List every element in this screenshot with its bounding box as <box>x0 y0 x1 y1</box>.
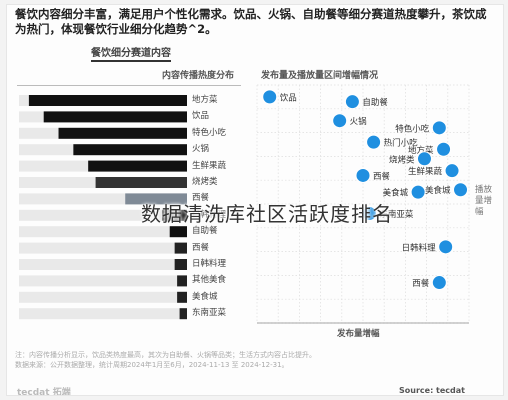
source-credit: Source: tecdat analysis <box>399 386 465 395</box>
scatter-point-label: 美食城 <box>383 188 409 199</box>
title-divider <box>17 85 241 86</box>
bar-category-label: 西餐 <box>192 242 210 253</box>
bar-category-label: 地方菜 <box>192 95 218 105</box>
bar-category-label: 西餐 <box>192 193 210 204</box>
scatter-point-label: 生鲜果蔬 <box>408 166 443 177</box>
bar <box>58 127 187 139</box>
scatter-point <box>410 184 426 200</box>
scatter-point-label: 地方菜 <box>408 145 434 156</box>
bar-category-label: 其他美食 <box>192 275 227 286</box>
bar-category-label: 火锅 <box>192 144 210 155</box>
scatter-y-axis-label: 播放量增幅 <box>475 185 493 217</box>
bar-track <box>19 259 187 270</box>
scatter-point <box>431 120 447 136</box>
scatter-point <box>431 275 447 291</box>
scatter-point <box>453 182 469 198</box>
bar <box>162 209 187 221</box>
bar-track <box>19 275 187 287</box>
scatter-point-label: 东南亚菜 <box>379 209 414 220</box>
scatter-point-label: 自助餐 <box>362 97 388 108</box>
scatter-point-label: 特色小吃 <box>395 123 430 134</box>
scatter-point <box>438 239 454 255</box>
scatter-point-label: 美食城 <box>425 185 451 196</box>
scatter-point-label: 西餐 <box>412 279 430 289</box>
bar-track <box>19 226 187 238</box>
scatter-point-label: 火锅 <box>350 116 367 127</box>
scatter-point-label: 饮品 <box>280 92 297 103</box>
bar-track <box>19 193 187 205</box>
bar-category-label: 美食城 <box>192 291 218 302</box>
bar-category-label: 日韩料理 <box>192 209 227 220</box>
bar-chart-title: 内容传播热度分布 <box>162 71 235 81</box>
scatter-point <box>436 141 452 157</box>
bar <box>28 95 187 106</box>
bar <box>88 160 187 172</box>
bar-category-label: 生鲜果蔬 <box>192 160 227 171</box>
scatter-point <box>355 167 371 183</box>
source-note: 注：内容传播分析显示，饮品类热度最高，其次为自助餐、火锅等品类；生活方式内容占比… <box>15 351 316 369</box>
section-tab: 餐饮细分赛道内容 <box>91 44 171 62</box>
bar-track <box>19 291 187 303</box>
bar <box>43 111 187 123</box>
bar <box>179 308 187 320</box>
scatter-point <box>344 94 360 110</box>
bar <box>169 226 187 238</box>
scatter-point-label: 西餐 <box>373 172 391 182</box>
bar <box>73 144 187 156</box>
bar <box>177 291 187 303</box>
brand-logo: tecdat 拓端 <box>17 388 71 396</box>
scatter-chart-title: 发布量及播放量区间增幅情况 <box>261 71 379 81</box>
bar-category-label: 日韩料理 <box>192 259 227 269</box>
bar <box>174 259 187 270</box>
scatter-point <box>262 89 278 105</box>
intro-text: 餐饮内容细分丰富，满足用户个性化需求。饮品、火锅、自助餐等细分赛道热度攀升，茶饮… <box>15 7 487 36</box>
scatter-point <box>366 134 382 150</box>
bar-category-label: 烧烤类 <box>192 177 218 187</box>
chart-card: 餐饮内容细分丰富，满足用户个性化需求。饮品、火锅、自助餐等细分赛道热度攀升，茶饮… <box>6 4 504 396</box>
scatter-point-label: 烧烤类 <box>389 154 415 165</box>
bar-category-label: 东南亚菜 <box>192 308 227 319</box>
bar-track <box>19 308 187 320</box>
bar-category-label: 自助餐 <box>192 226 218 237</box>
bar-track <box>19 242 187 254</box>
scatter-point-label: 热门小吃 <box>384 138 419 149</box>
chart-canvas: 饮品 自助餐火锅特色小吃热门小吃地方菜烧烤类生鲜果蔬西餐美食城美食城东南亚菜日韩料… <box>19 84 470 324</box>
scatter-x-axis-label: 发布量增幅 <box>337 329 380 339</box>
scatter-point <box>361 206 377 222</box>
scatter-point <box>332 113 348 129</box>
bar-track <box>19 209 187 221</box>
scatter-point <box>444 163 460 179</box>
scatter-point <box>416 151 432 167</box>
bar <box>174 242 187 254</box>
bar-category-label: 特色小吃 <box>192 127 227 138</box>
scatter-point-label: 日韩料理 <box>402 242 437 253</box>
bar <box>177 275 187 287</box>
bar <box>125 193 187 205</box>
bar <box>95 177 187 188</box>
bar-category-label: 饮品 <box>192 111 210 122</box>
overlay-title: 数据清洗库社区活跃度排名 <box>141 202 393 226</box>
